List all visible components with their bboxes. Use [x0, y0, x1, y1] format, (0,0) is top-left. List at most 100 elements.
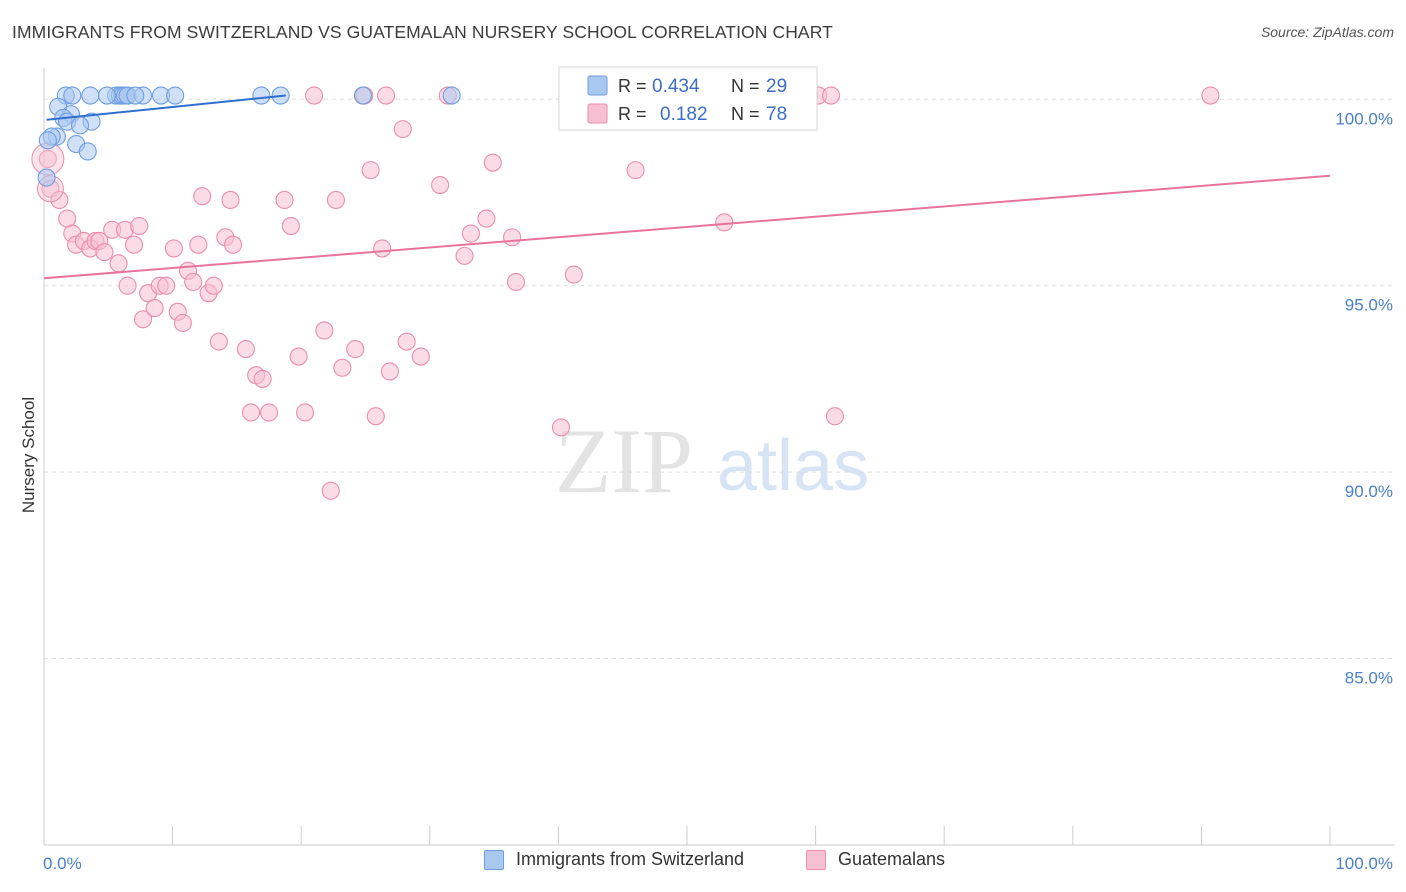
blue-point	[353, 86, 372, 105]
pink-point	[431, 175, 450, 195]
x-tick-label-0: 0.0%	[43, 854, 82, 873]
pink-point	[184, 272, 203, 292]
pink-point	[715, 213, 734, 232]
pink-point	[223, 235, 243, 254]
pink-point	[204, 276, 223, 295]
axes	[43, 68, 1395, 846]
pink-point	[361, 161, 380, 180]
pink-point	[133, 310, 153, 329]
y-axis-label: Nursery School	[19, 397, 38, 513]
pink-point	[281, 217, 300, 236]
pink-point	[321, 481, 340, 500]
source-label: Source: ZipAtlas.com	[1260, 24, 1394, 40]
x-tick-label-1: 100.0%	[1335, 854, 1393, 873]
pink-point	[95, 243, 114, 262]
pink-point	[315, 321, 334, 340]
stats-swatch-pink	[587, 103, 608, 124]
blue-point	[97, 86, 117, 105]
pink-point	[346, 340, 365, 359]
pink-trend-line	[43, 174, 1331, 280]
grid-lines	[44, 98, 1395, 660]
pink-point	[164, 239, 183, 258]
watermark-zip: ZIP	[555, 410, 693, 512]
pink-point	[373, 239, 392, 258]
y-tick-label-3: 85.0%	[1345, 669, 1393, 688]
y-tick-label-2: 90.0%	[1345, 482, 1393, 501]
pink-point	[503, 228, 522, 247]
pink-point	[377, 86, 396, 105]
stats-r-value-1: 0.434	[652, 76, 700, 97]
x-tick-labels: 0.0% 100.0%	[43, 854, 1393, 873]
pink-point	[477, 209, 496, 228]
blue-point	[81, 86, 100, 105]
pink-point	[145, 299, 164, 318]
stats-n-value-2: 78	[766, 104, 787, 125]
watermark-atlas: atlas	[717, 426, 869, 506]
pink-point	[193, 187, 212, 206]
pink-point	[241, 403, 261, 422]
y-tick-label-0: 100.0%	[1335, 109, 1393, 128]
stats-r-label-1: R =	[618, 76, 647, 96]
y-tick-labels: 100.0% 95.0% 90.0% 85.0%	[1335, 109, 1393, 687]
pink-point	[209, 332, 228, 351]
pink-point	[253, 369, 272, 388]
pink-point	[393, 120, 412, 139]
legend-label-guatemalans: Guatemalans	[838, 849, 946, 869]
stats-n-label-1: N =	[731, 76, 760, 96]
pink-point	[551, 418, 571, 437]
legend-label-switzerland: Immigrants from Switzerland	[516, 849, 745, 869]
pink-point	[236, 340, 255, 359]
blue-point	[166, 86, 185, 105]
pink-point	[275, 190, 294, 210]
pink-point	[326, 190, 345, 210]
pink-point	[157, 276, 176, 295]
pink-point	[380, 362, 399, 381]
pink-point	[333, 358, 352, 377]
pink-point	[821, 86, 841, 105]
pink-point	[50, 190, 69, 210]
pink-point	[118, 276, 137, 295]
stats-r-label-2: R =	[618, 104, 647, 124]
pink-point	[124, 235, 144, 254]
pink-point	[455, 246, 474, 265]
pink-point	[289, 347, 308, 366]
blue-point	[78, 142, 97, 161]
pink-point	[130, 217, 149, 236]
blue-point	[63, 86, 82, 105]
pink-point	[296, 403, 315, 422]
guatemalans-points	[31, 86, 1220, 500]
pink-point	[461, 224, 481, 243]
blue-point	[70, 116, 90, 135]
pink-point	[366, 407, 385, 426]
stats-n-label-2: N =	[731, 104, 760, 124]
y-tick-label-1: 95.0%	[1345, 296, 1393, 315]
legend-swatch-pink	[806, 849, 826, 870]
stats-legend-box: R = 0.434 N = 29 R = 0.182 N = 78	[558, 66, 818, 131]
pink-point	[411, 347, 430, 366]
pink-point	[825, 407, 844, 426]
pink-point	[305, 86, 324, 105]
legend-item-guatemalans: Guatemalans	[806, 849, 945, 870]
legend-item-switzerland: Immigrants from Switzerland	[484, 849, 744, 870]
blue-point	[252, 86, 271, 105]
chart-title: IMMIGRANTS FROM SWITZERLAND VS GUATEMALA…	[12, 22, 833, 42]
pink-point	[109, 254, 128, 273]
pink-point	[189, 235, 208, 254]
pink-point	[38, 149, 57, 168]
stats-r-value-2: 0.182	[660, 104, 708, 125]
pink-point	[506, 272, 526, 292]
pink-point	[173, 313, 192, 333]
blue-point	[37, 168, 56, 187]
legend-swatch-blue	[484, 849, 504, 870]
watermark: ZIP atlas	[555, 410, 869, 512]
pink-point	[221, 190, 240, 210]
pink-point	[259, 403, 279, 422]
switzerland-points	[37, 86, 461, 187]
stats-swatch-blue	[587, 75, 608, 96]
pink-point	[1201, 86, 1220, 105]
trend-lines	[43, 94, 1331, 280]
pink-point	[626, 161, 645, 180]
pink-point	[564, 265, 583, 284]
pink-point	[483, 153, 502, 172]
